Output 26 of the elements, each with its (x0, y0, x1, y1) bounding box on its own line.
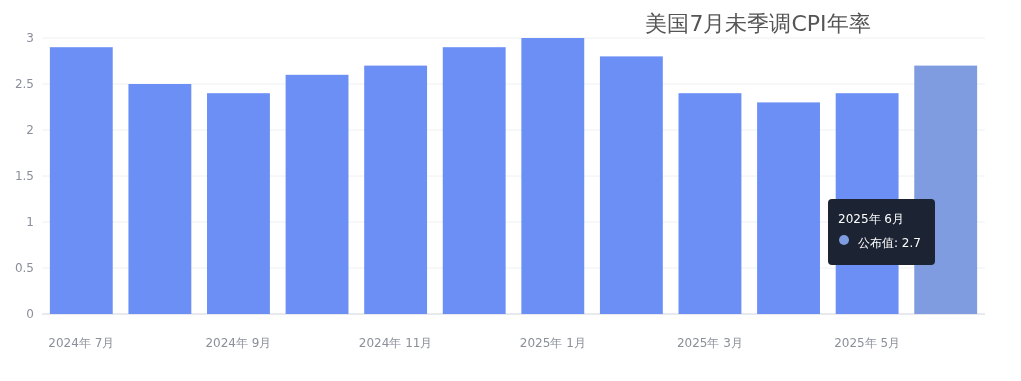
annotation: 2025年 6月 (838, 212, 904, 226)
bar (521, 38, 585, 314)
y-tick-label: 2.5 (14, 77, 34, 91)
y-tick-label: 1.5 (14, 169, 34, 183)
bar (285, 74, 349, 314)
x-tick-label: 2025年 3月 (676, 336, 743, 350)
annotation: 公布值: 2.7 (858, 236, 921, 250)
bar (757, 102, 820, 314)
bar (128, 84, 192, 314)
x-tick-label: 2024年 9月 (205, 336, 272, 350)
bar (364, 65, 428, 314)
bar (442, 47, 506, 314)
bar (49, 47, 113, 314)
x-tick-label: 2024年 7月 (48, 336, 115, 350)
y-tick-label: 1 (26, 215, 34, 229)
y-tick-label: 3 (26, 31, 34, 45)
x-tick-label: 2024年 11月 (358, 336, 433, 350)
bar (599, 56, 663, 314)
y-tick-label: 2 (26, 123, 34, 137)
y-tick-label: 0.5 (14, 261, 34, 275)
y-tick-label: 0 (26, 307, 34, 321)
bar (678, 93, 742, 314)
bar (207, 93, 270, 314)
chart-title: 美国7月未季调CPI年率 (645, 11, 871, 36)
x-tick-label: 2025年 1月 (519, 336, 586, 350)
x-tick-label: 2025年 5月 (834, 336, 901, 350)
